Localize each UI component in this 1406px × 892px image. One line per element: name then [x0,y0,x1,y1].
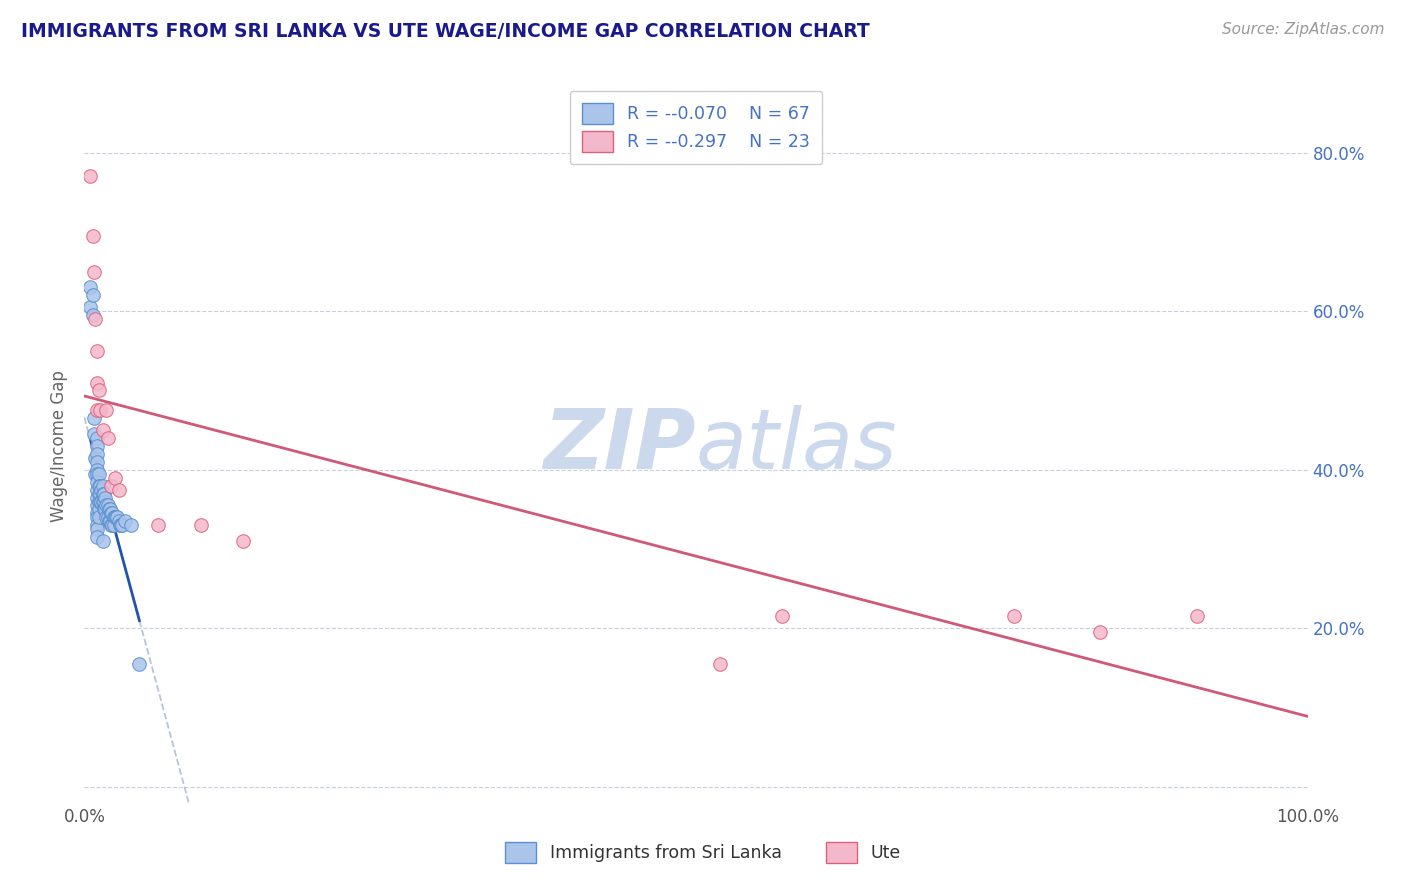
Point [89,494,111,508]
Text: atlas: atlas [696,406,897,486]
Point [100,518,122,533]
Point [82,308,104,322]
Point [86,510,108,524]
Point [83,427,105,442]
Point [110,518,132,533]
Point [91,423,114,437]
Point [82,228,104,243]
Point [103,510,125,524]
Point [105,510,128,524]
Point [87,478,110,492]
Point [86,463,108,477]
Point [1088,625,1111,640]
Point [87,384,110,398]
Point [98,514,121,528]
Point [101,507,124,521]
Point [1002,609,1025,624]
Point [79,300,101,314]
Point [79,280,101,294]
Point [120,518,142,533]
Point [86,403,108,417]
Point [100,507,122,521]
Text: IMMIGRANTS FROM SRI LANKA VS UTE WAGE/INCOME GAP CORRELATION CHART: IMMIGRANTS FROM SRI LANKA VS UTE WAGE/IN… [21,22,870,41]
Point [103,518,125,533]
Point [114,514,136,528]
Point [97,510,120,524]
Point [86,475,108,489]
Point [83,264,105,278]
Point [93,502,115,516]
Point [84,450,107,465]
Point [86,522,108,536]
Point [86,439,108,453]
Point [107,483,129,497]
Point [91,534,114,549]
Point [111,518,134,533]
Point [91,494,114,508]
Point [86,467,108,481]
Point [87,510,110,524]
Point [100,478,122,492]
Point [108,518,131,533]
Point [104,510,127,524]
Point [146,518,169,533]
Point [96,499,118,513]
Point [232,534,254,549]
Point [709,657,731,671]
Y-axis label: Wage/Income Gap: Wage/Income Gap [51,370,69,522]
Point [94,502,117,516]
Point [86,447,108,461]
Point [87,494,110,508]
Point [86,499,108,513]
Point [86,343,108,358]
Point [86,507,108,521]
Legend: R = --0.070    N = 67, R = --0.297    N = 23: R = --0.070 N = 67, R = --0.297 N = 23 [569,91,823,164]
Point [96,403,118,417]
Point [97,502,120,516]
Point [105,510,128,524]
Point [86,431,108,445]
Text: Source: ZipAtlas.com: Source: ZipAtlas.com [1222,22,1385,37]
Text: ZIP: ZIP [543,406,696,486]
Point [104,471,127,485]
Point [89,486,111,500]
Point [83,411,105,425]
Point [91,478,114,492]
Point [89,478,111,492]
Point [84,467,107,481]
Point [89,403,111,417]
Point [79,169,101,184]
Point [90,483,112,497]
Point [86,530,108,544]
Point [128,657,150,671]
Point [97,499,120,513]
Point [190,518,212,533]
Point [93,494,115,508]
Point [98,502,121,516]
Point [107,514,129,528]
Point [97,514,120,528]
Point [86,491,108,505]
Point [87,486,110,500]
Point [87,502,110,516]
Point [86,455,108,469]
Point [97,431,120,445]
Point [96,510,118,524]
Point [1187,609,1209,624]
Point [86,376,108,390]
Point [90,494,112,508]
Point [86,518,108,533]
Legend: Immigrants from Sri Lanka, Ute: Immigrants from Sri Lanka, Ute [498,835,908,870]
Point [770,609,793,624]
Point [82,288,104,302]
Point [86,483,108,497]
Point [84,312,107,326]
Point [93,486,115,500]
Point [87,467,110,481]
Point [101,518,124,533]
Point [91,486,114,500]
Point [94,491,117,505]
